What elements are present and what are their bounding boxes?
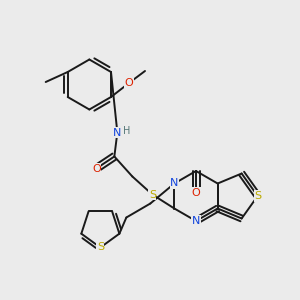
- Text: S: S: [97, 242, 104, 253]
- Text: O: O: [92, 164, 101, 173]
- Text: O: O: [124, 78, 134, 88]
- Text: N: N: [113, 128, 122, 137]
- Text: S: S: [149, 190, 156, 200]
- Text: N: N: [192, 216, 200, 226]
- Text: O: O: [192, 188, 200, 198]
- Text: S: S: [254, 191, 261, 201]
- Text: H: H: [123, 127, 130, 136]
- Text: N: N: [170, 178, 178, 188]
